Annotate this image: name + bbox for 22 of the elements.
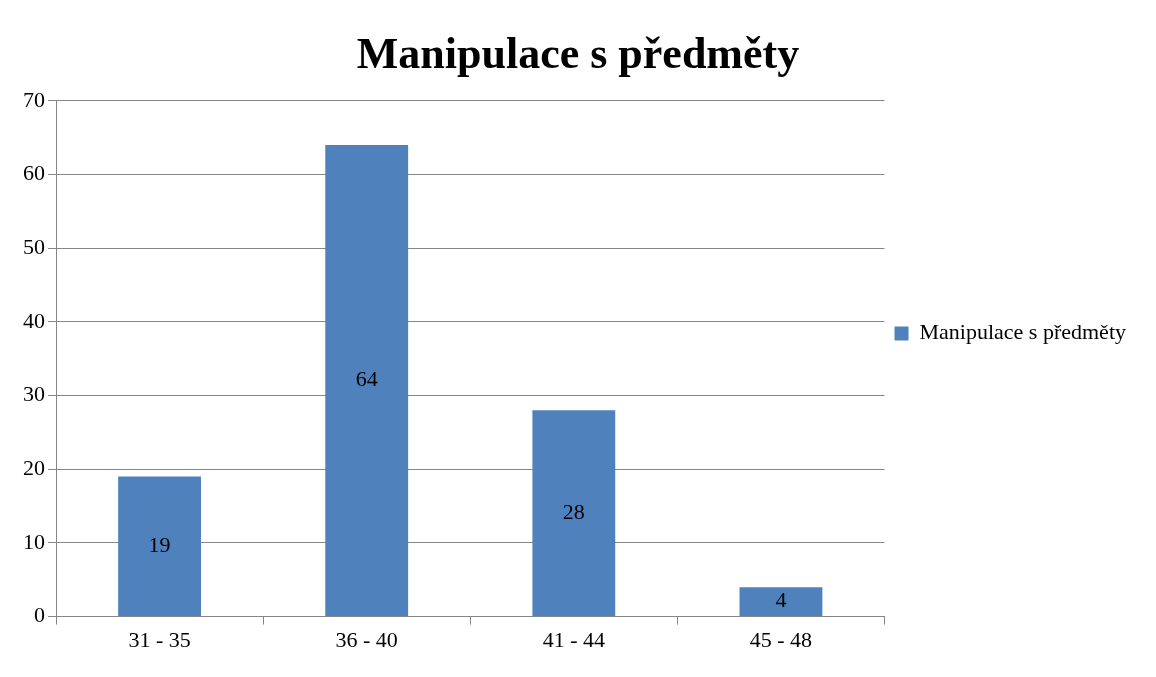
bar — [739, 587, 823, 617]
bar — [532, 410, 616, 617]
data-label: 19 — [148, 532, 171, 558]
y-tick-label: 50 — [23, 233, 45, 259]
x-tick-label: 31 - 35 — [128, 626, 191, 652]
bar — [325, 145, 409, 617]
y-tick-label: 40 — [23, 307, 45, 333]
y-tick-label: 0 — [34, 602, 45, 628]
data-label: 4 — [775, 587, 787, 613]
chart-title: Manipulace s předměty — [356, 28, 800, 78]
y-tick-label: 30 — [23, 381, 45, 407]
bar — [118, 476, 201, 617]
legend-label: Manipulace s předměty — [919, 319, 1127, 345]
x-tick-label: 36 - 40 — [335, 626, 398, 652]
y-tick-label: 20 — [23, 455, 45, 481]
x-tick-label: 41 - 44 — [542, 626, 605, 652]
y-tick-label: 60 — [23, 160, 45, 186]
y-tick-label: 10 — [23, 528, 45, 554]
x-tick-label: 45 - 48 — [749, 626, 813, 652]
y-tick-label: 70 — [23, 86, 45, 112]
data-label: 64 — [355, 366, 378, 392]
data-label: 28 — [562, 498, 585, 524]
